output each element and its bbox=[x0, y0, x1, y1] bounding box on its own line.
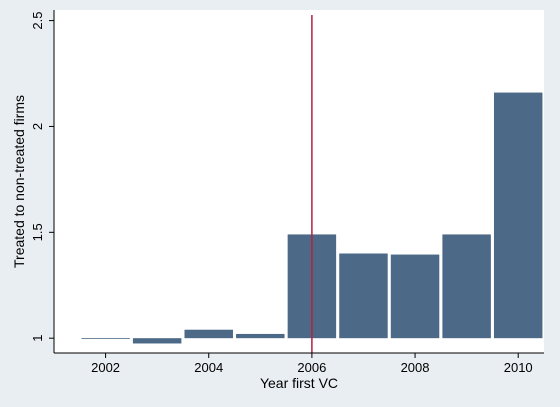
x-tick-label-2002: 2002 bbox=[91, 360, 120, 375]
y-tick-label-1.5: 1.5 bbox=[30, 223, 45, 241]
bar-2008 bbox=[390, 254, 440, 339]
x-tick-label-2004: 2004 bbox=[194, 360, 223, 375]
bar-2010 bbox=[493, 92, 543, 339]
bar-2005 bbox=[236, 333, 285, 339]
bar-2002 bbox=[81, 338, 130, 339]
bar-2009 bbox=[442, 234, 491, 339]
x-axis-title: Year first VC bbox=[260, 375, 338, 391]
axes-layer: 1 1.5 2 2.5 2002 2004 2006 2008 2010 bbox=[30, 10, 544, 375]
bars-layer bbox=[81, 92, 543, 344]
y-axis-title: Treated to non-treated firms bbox=[11, 95, 27, 268]
bar-2004 bbox=[184, 329, 233, 339]
x-tick-label-2006: 2006 bbox=[297, 360, 326, 375]
x-tick-label-2008: 2008 bbox=[401, 360, 430, 375]
bar-2007 bbox=[339, 253, 388, 339]
y-tick-label-2.5: 2.5 bbox=[30, 12, 45, 30]
x-tick-label-2010: 2010 bbox=[504, 360, 533, 375]
y-tick-label-2: 2 bbox=[30, 123, 45, 130]
y-tick-label-1: 1 bbox=[30, 335, 45, 342]
bar-2003 bbox=[132, 338, 182, 344]
